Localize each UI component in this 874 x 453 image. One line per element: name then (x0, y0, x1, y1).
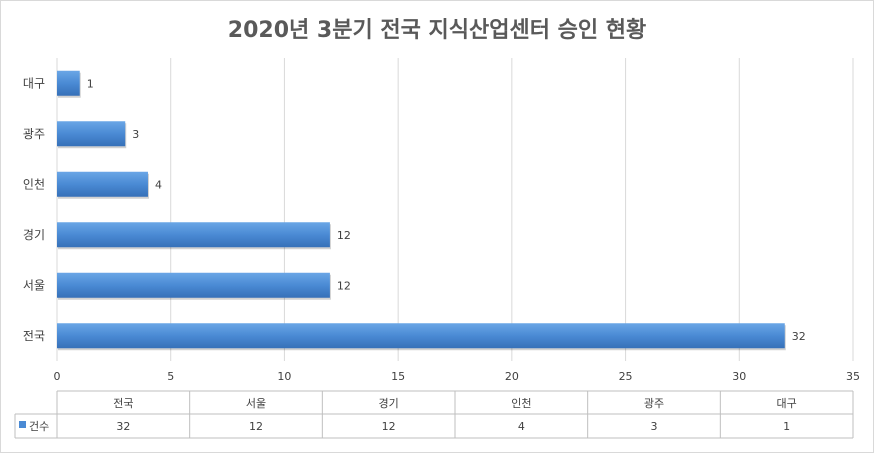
category-label: 광주 (23, 127, 45, 141)
category-label: 인천 (23, 176, 45, 191)
labels: 0 5 10 15 20 25 30 35 전국 32 서울 12 경기 12 인천 4 광주 3 대구 1 (23, 76, 860, 383)
bar (57, 171, 148, 197)
table-header-cell: 경기 (379, 397, 399, 410)
category-label: 전국 (23, 329, 45, 343)
x-tick-label: 30 (732, 370, 746, 383)
x-tick-label: 5 (167, 370, 174, 383)
table-value-cell: 1 (783, 420, 790, 433)
bar (57, 272, 330, 298)
data-label: 12 (337, 279, 351, 292)
bars (57, 70, 786, 351)
table-value-cell: 12 (249, 420, 263, 433)
bar (57, 323, 785, 349)
data-label: 1 (87, 77, 94, 90)
category-label: 서울 (23, 278, 45, 292)
x-tick-label: 10 (277, 370, 291, 383)
table-header-cell: 대구 (777, 397, 797, 410)
table-value-cell: 3 (651, 420, 658, 433)
bar (57, 121, 126, 147)
data-label: 12 (337, 229, 351, 242)
legend-label: 건수 (29, 420, 49, 433)
bar (57, 70, 80, 96)
x-tick-label: 35 (846, 370, 860, 383)
category-label: 대구 (23, 76, 45, 90)
data-label: 4 (155, 178, 162, 191)
bar (57, 222, 330, 248)
x-tick-label: 0 (54, 370, 61, 383)
table-header-cell: 서울 (246, 397, 266, 410)
x-tick-label: 25 (619, 370, 633, 383)
legend-swatch (19, 421, 26, 428)
table-header-cell: 전국 (113, 397, 133, 410)
table-value-cell: 4 (518, 420, 525, 433)
x-tick-label: 15 (391, 370, 405, 383)
table-header-cell: 인천 (511, 396, 531, 410)
data-table: 전국 32 서울 12 경기 12 인천 4 광주 3 대구 1 건수 (14, 390, 854, 439)
table-header-cell: 광주 (644, 397, 664, 410)
category-label: 경기 (23, 228, 45, 242)
table-value-cell: 12 (382, 420, 396, 433)
data-label: 3 (132, 128, 139, 141)
table-value-cell: 32 (116, 420, 130, 433)
x-tick-label: 20 (505, 370, 519, 383)
data-label: 32 (792, 330, 806, 343)
gridlines (56, 58, 854, 361)
chart-title: 2020년 3분기 전국 지식산업센터 승인 현황 (228, 18, 646, 43)
